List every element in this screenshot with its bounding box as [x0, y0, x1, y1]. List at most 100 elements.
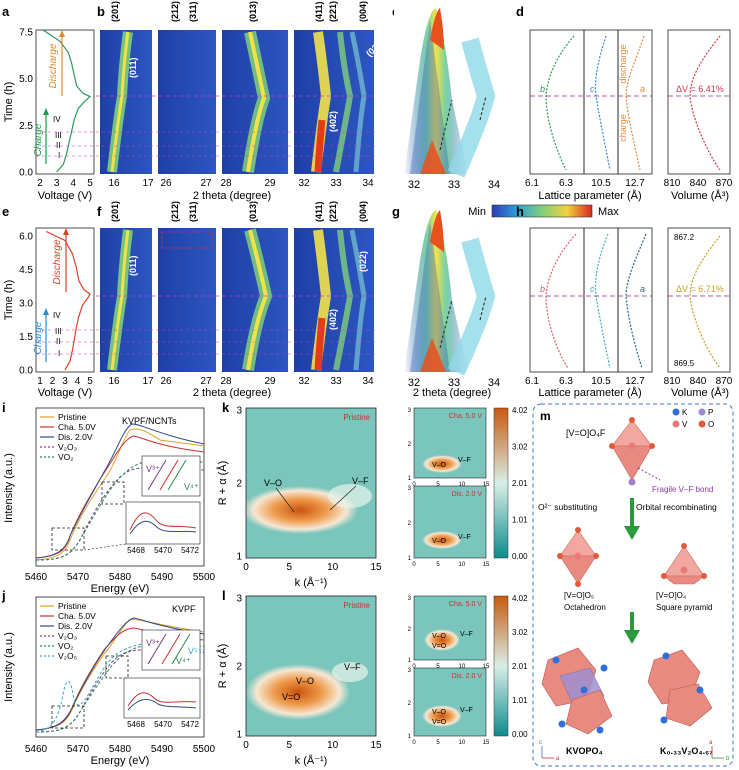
tick-label: 5: [436, 740, 440, 746]
x-tick-labels: 16 17 26 27 28 29 32 33 34: [108, 178, 374, 189]
polyhedron-octahedron: [557, 527, 599, 587]
tick-label: 15: [483, 740, 490, 746]
peak-label: (411): [314, 1, 324, 22]
peak-label: (212): [170, 201, 180, 222]
peak-label: (013): [248, 1, 258, 22]
condition-label: Cha. 5.0 V: [449, 413, 482, 420]
wavelet-blob: [422, 705, 462, 727]
tick-label: 1: [408, 734, 412, 740]
wavelet-small-1: Cha. 5.0 V V–O V=O V–F: [413, 595, 487, 661]
charge-arrowhead: [43, 108, 49, 115]
annotation-line: [329, 485, 357, 511]
guide-line: [479, 95, 487, 121]
panel-letter: a: [2, 4, 10, 19]
surface-peak: [430, 8, 444, 50]
tick-label: 1.5: [19, 332, 33, 343]
volume-series: [689, 235, 721, 369]
guide-line: [439, 99, 453, 151]
tick-label: 5500: [193, 744, 216, 755]
tick-label: 5490: [151, 572, 174, 583]
peak-label: (402): [328, 309, 338, 330]
tick-label: 27: [200, 178, 212, 189]
tick-label: 6.1: [525, 376, 539, 387]
tick-label: 1.01: [512, 696, 528, 705]
panel-letter: b: [97, 4, 105, 19]
tick-label: 2: [236, 479, 242, 490]
bond-label: V=O: [432, 719, 447, 726]
tick-label: 10: [459, 482, 466, 488]
tick-label: 5: [436, 482, 440, 488]
tick-label: 29: [264, 376, 276, 387]
panel-f: f (201) (011) (212) (311) (013) (411) (2…: [36, 201, 376, 399]
sample-title: KVPF/NCNTs: [122, 416, 177, 426]
tick-label: 4: [71, 178, 77, 189]
series-label: a: [640, 84, 645, 94]
step-right-label: Orbital recombinating: [636, 502, 717, 512]
colorbar-ticks: 4.02 3.02 2.01 1.01 0.00: [512, 594, 528, 739]
x-axis-label: 2 theta (degree): [193, 190, 271, 202]
tick-label: 3: [54, 178, 60, 189]
tick-label: 32: [408, 377, 420, 389]
tick-label: 1: [37, 376, 43, 387]
x-tick-labels: 0 5 10 15: [243, 562, 382, 573]
tick-label: 12.7: [625, 376, 645, 387]
transform-arrowhead: [624, 526, 640, 540]
series-label: c: [590, 284, 595, 294]
tick-label: 4.02: [512, 594, 528, 603]
polyhedron-square-pyramid: [661, 543, 707, 585]
axis-label: a: [556, 756, 560, 762]
stage-label: IV: [53, 115, 61, 124]
tick-label: 2: [408, 701, 412, 707]
zoom-connector: [83, 543, 127, 551]
tick-label: 5: [436, 562, 440, 568]
wavelet-blob: [246, 664, 350, 720]
tick-label: 27: [200, 376, 212, 387]
panel-letter: i: [2, 400, 6, 415]
panel-letter: l: [222, 588, 226, 603]
tick-label: 1: [408, 476, 412, 482]
xrd-window-2: [158, 30, 216, 174]
tick-label: 0: [243, 740, 249, 751]
plot-frame: [35, 29, 95, 175]
tick-label: 810: [664, 376, 681, 387]
tick-label: 34: [488, 179, 500, 191]
x-axis-label: 2 theta (degree): [413, 387, 491, 399]
tick-label: 32: [408, 179, 420, 191]
inset-line: [167, 459, 187, 491]
series-label: b: [540, 284, 545, 294]
bond-note: Fragile V–F bond: [652, 485, 713, 494]
bond-label: V–F: [460, 631, 473, 638]
volume-panel-2: ΔV = 6.71% 867.2 869.5 810 840 870 Volume …: [664, 227, 733, 399]
y-axis-label: Intensity (a.u.): [3, 453, 15, 523]
wavelet-colorbar: [493, 595, 509, 737]
peak-trace-hot: [314, 119, 326, 173]
surface-peak: [420, 338, 446, 372]
tick-label: 5472: [181, 720, 199, 729]
tick-label: 6.3: [559, 376, 573, 387]
tick-label: 0: [412, 664, 416, 670]
discharge-label: discharge: [618, 44, 628, 83]
volume-series: [689, 35, 721, 171]
unit-name: Octahedron: [564, 603, 606, 612]
legend-swatch: [672, 408, 680, 416]
transform-arrowhead: [624, 630, 640, 644]
bond-label: V–F: [460, 707, 473, 714]
unit-name: Square pyramid: [656, 603, 712, 612]
lattice-b-series: [545, 35, 575, 171]
peak-label: (004): [358, 1, 368, 22]
reference-v2o3: [35, 649, 205, 733]
wavelet-blob-weak: [328, 484, 372, 508]
crystal-k033v2o467: [647, 649, 713, 727]
voltage-profile-line: [46, 230, 91, 371]
tick-label: 1: [236, 730, 242, 741]
series-label: a: [640, 284, 645, 294]
tick-label: 3: [408, 668, 412, 674]
legend-label: Pristine: [58, 601, 87, 611]
tick-label: 10.5: [591, 376, 611, 387]
tick-label: 28: [220, 376, 232, 387]
y-axis-label: Intensity (a.u.): [3, 632, 15, 702]
tick-label: 0: [412, 740, 416, 746]
